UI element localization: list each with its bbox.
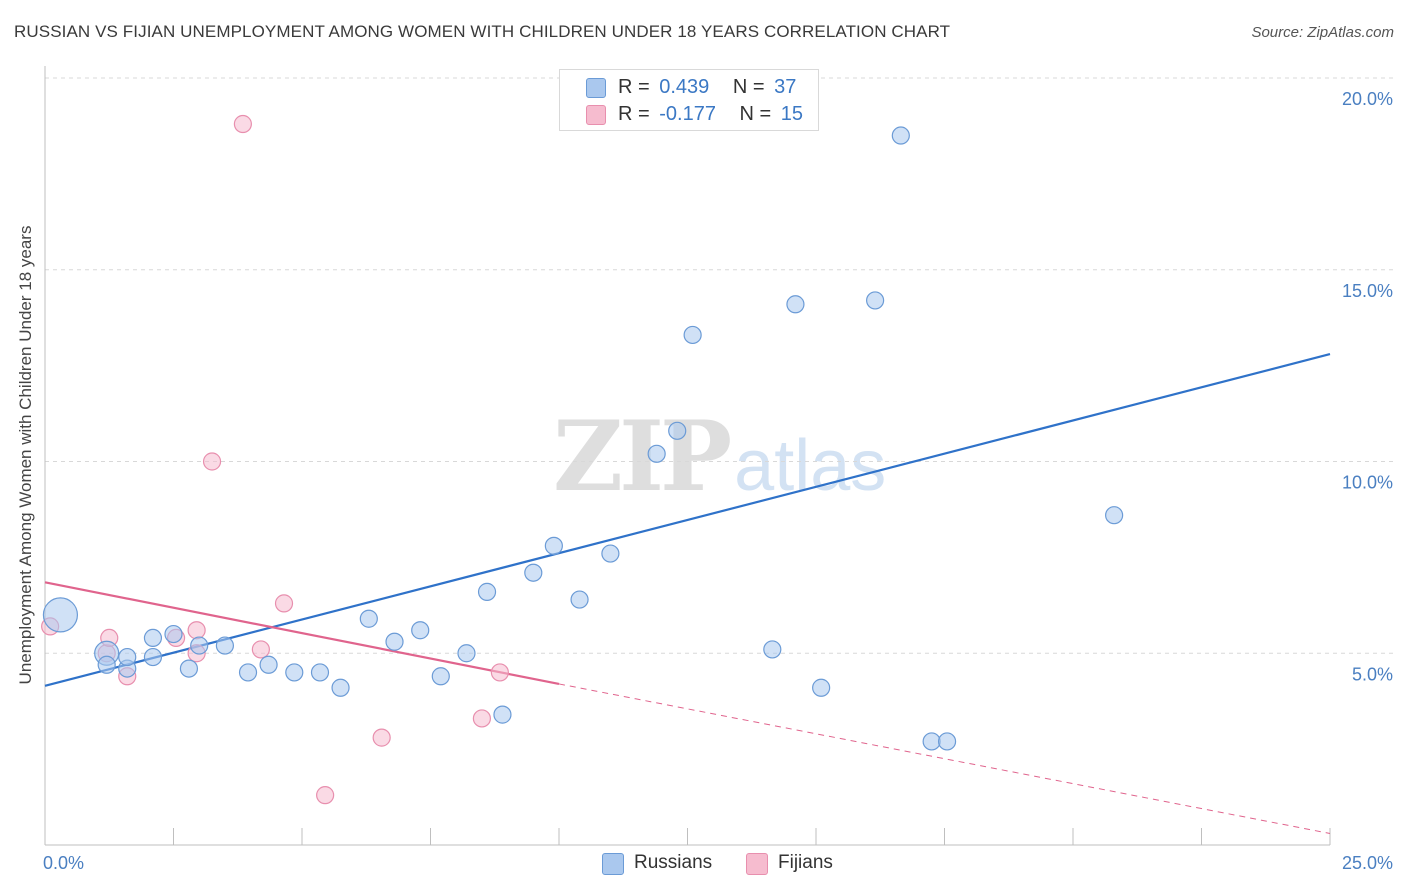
data-point-russians [937,732,957,751]
data-point-fijians [187,621,206,640]
data-point-russians [310,663,330,682]
legend-text-russians: R = 0.439 N = 37 [618,76,796,99]
trend-lines [44,353,1331,834]
data-point-russians [763,640,782,659]
y-tick-label: 15.0% [1342,281,1393,301]
data-point-russians [493,705,512,724]
data-point-fijians [472,709,491,728]
data-point-russians [922,732,941,751]
data-point-russians [190,636,209,655]
data-point-russians [812,678,831,697]
y-tick-label: 5.0% [1352,664,1393,684]
x-tick-label: 0.0% [43,853,84,873]
data-point-fijians [372,728,391,747]
data-point-russians [647,444,666,463]
chart-title: RUSSIAN VS FIJIAN UNEMPLOYMENT AMONG WOM… [14,22,951,41]
data-point-fijians [490,663,509,682]
data-point-russians [668,421,687,440]
legend-swatch-russians [586,78,606,98]
legend-label-fijians: Fijians [778,852,833,873]
source-credit: Source: ZipAtlas.com [1251,24,1394,41]
legend-label-russians: Russians [634,852,713,873]
legend-swatch-russians [602,853,624,875]
data-point-russians [143,647,163,667]
data-point-russians [683,325,702,345]
data-point-fijians [202,452,222,471]
watermark: ZIPatlas [553,400,886,513]
data-point-fijians [233,114,252,134]
data-point-russians [891,126,910,145]
data-point-russians [431,667,450,686]
data-point-russians [601,544,620,563]
legend-n-value: 37 [774,76,797,98]
y-tick-label: 20.0% [1342,89,1393,109]
legend-text-fijians: R = -0.177 N = 15 [618,103,803,126]
data-point-russians [285,663,304,682]
axes [44,66,1331,846]
trend-line-fijians-extrapolated [558,683,1331,834]
legend-r-value: 0.439 [659,76,710,98]
data-point-russians [411,621,430,640]
data-point-russians [477,582,497,601]
data-point-russians [331,678,350,697]
gridlines [45,77,1393,654]
watermark-atlas: atlas [734,426,887,506]
legend-swatch-fijians [586,105,606,125]
data-point-russians [570,590,589,609]
data-point-russians [118,647,137,667]
correlation-legend: R = 0.439 N = 37 R = -0.177 N = 15 [559,69,819,131]
data-point-russians [385,632,404,651]
tick-labels: 5.0% 10.0% 15.0% 20.0% 0.0% 25.0% [43,89,1393,873]
x-tick-label: 25.0% [1342,853,1393,873]
data-point-russians [866,291,885,310]
data-point-russians [97,655,116,674]
trend-line-fijians [44,581,560,686]
data-point-russians [1105,506,1124,525]
legend-swatch-fijians [746,853,768,875]
legend-r-value: -0.177 [659,103,716,125]
data-point-russians [215,636,234,655]
data-point-russians [359,609,378,628]
watermark-zip: ZIP [553,400,732,513]
data-point-russians [786,295,805,314]
legend-n-value: 15 [780,103,804,125]
data-point-russians [143,628,163,648]
y-tick-label: 10.0% [1342,473,1393,493]
data-point-russians [179,659,199,678]
data-point-fijians [251,640,270,659]
legend-r-label: R = [618,76,650,98]
trend-line-russians [44,353,1331,687]
data-point-russians [238,663,258,682]
legend-r-label: R = [618,103,650,125]
data-point-russians [457,644,476,663]
legend-n-label: N = [732,76,765,98]
data-point-fijians [274,594,294,613]
data-points [41,114,1124,805]
data-point-fijians [316,786,335,805]
data-point-russians [259,655,278,674]
data-point-russians [524,563,543,582]
data-point-russians [164,624,183,644]
data-point-russians [42,597,79,633]
legend-n-label: N = [739,103,772,125]
data-point-russians [544,536,563,555]
